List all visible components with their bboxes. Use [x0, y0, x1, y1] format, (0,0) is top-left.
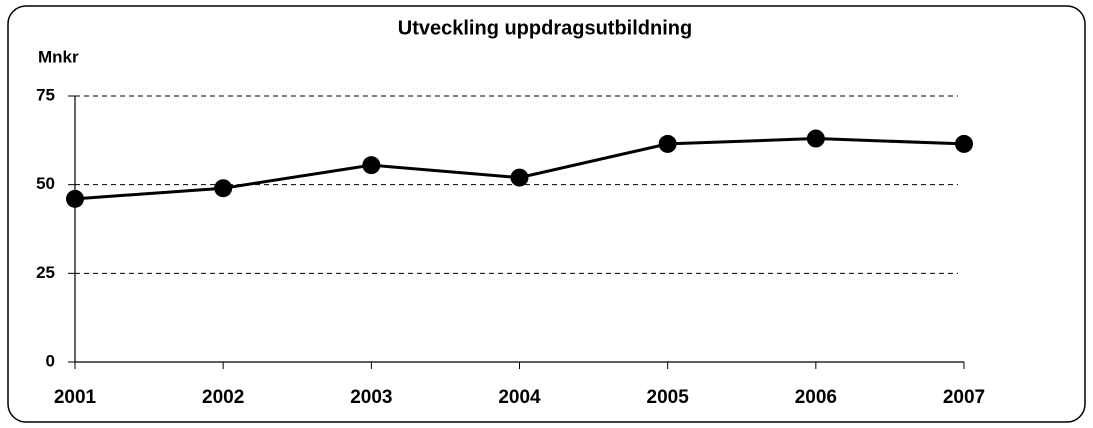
- data-point: [658, 134, 677, 153]
- x-tick-label: 2001: [54, 387, 97, 408]
- chart-title: Utveckling uppdragsutbildning: [398, 17, 692, 39]
- y-tick-label: 0: [46, 351, 55, 370]
- x-tick-label: 2004: [498, 387, 541, 408]
- x-tick-label: 2002: [202, 387, 244, 408]
- x-tick-label: 2005: [647, 387, 690, 408]
- x-tick-label: 2006: [795, 387, 837, 408]
- y-tick-label: 25: [36, 263, 55, 282]
- chart-frame: [7, 5, 1086, 423]
- data-point: [66, 189, 84, 208]
- y-axis-label: Mnkr: [38, 47, 79, 66]
- data-point: [510, 168, 529, 187]
- data-point: [214, 179, 233, 198]
- x-tick-label: 2003: [350, 387, 392, 408]
- data-point: [955, 134, 973, 153]
- x-tick-label: 2007: [943, 387, 985, 408]
- y-tick-label: 75: [36, 85, 55, 104]
- data-point: [362, 156, 381, 175]
- y-tick-label: 50: [36, 174, 55, 193]
- data-point: [806, 129, 825, 148]
